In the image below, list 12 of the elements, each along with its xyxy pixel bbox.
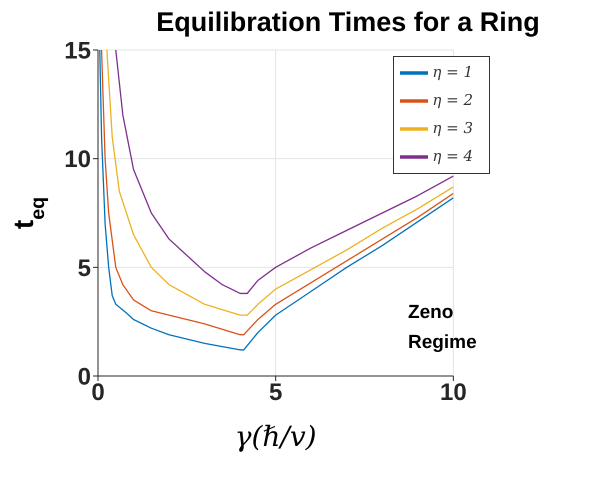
x-tick-label: 5 [269, 379, 282, 406]
y-tick-label: 5 [78, 254, 91, 282]
legend-label: η = 4 [432, 146, 473, 165]
x-axis-title: γ(ℏ/v) [234, 420, 317, 453]
x-tick-label: 10 [440, 379, 467, 406]
legend-label: η = 1 [432, 62, 473, 81]
annotation: Zeno Regime [408, 301, 478, 355]
legend-label: η = 3 [432, 118, 473, 137]
y-tick-label: 10 [64, 146, 91, 174]
y-tick-label: 15 [64, 38, 91, 65]
chart-title: Equilibration Times for a Ring [155, 7, 541, 37]
legend-label: η = 2 [432, 90, 473, 109]
